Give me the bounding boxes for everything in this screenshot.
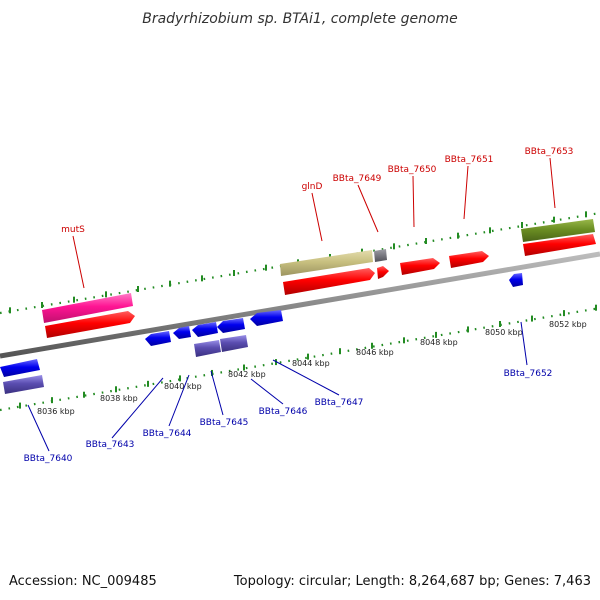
feature-mutS bbox=[42, 293, 133, 323]
label-BBta-7652: BBta_7652 bbox=[504, 369, 553, 379]
leader-line bbox=[272, 359, 340, 396]
label-BBta-7653: BBta_7653 bbox=[525, 147, 574, 157]
label-BBta-7649: BBta_7649 bbox=[333, 174, 382, 184]
gene-glnD bbox=[283, 268, 375, 295]
kbp-scale: 8036 kbp 8038 kbp 8040 kbp 8042 kbp 8044… bbox=[37, 320, 587, 416]
kbp-label: 8040 kbp bbox=[164, 382, 202, 391]
kbp-label: 8044 kbp bbox=[292, 359, 330, 368]
leader-line bbox=[311, 192, 323, 242]
feature-BBta-7646 bbox=[220, 335, 248, 352]
feature-glnD bbox=[280, 250, 373, 276]
kbp-label: 8048 kbp bbox=[420, 338, 458, 347]
leader-line bbox=[111, 377, 164, 439]
leader-line bbox=[168, 374, 190, 427]
topology-text: Topology: circular; Length: 8,264,687 bp… bbox=[233, 574, 591, 589]
gene-BBta-7652 bbox=[509, 273, 523, 287]
gene-BBta-7645 bbox=[192, 322, 218, 337]
genome-backbone bbox=[0, 251, 600, 359]
label-glnD: glnD bbox=[302, 182, 323, 192]
label-BBta-7646: BBta_7646 bbox=[259, 407, 308, 417]
gene-BBta-7650 bbox=[400, 258, 440, 275]
reverse-labels: BBta_7640 BBta_7643 BBta_7644 BBta_7645 … bbox=[24, 321, 553, 464]
feature-BBta-7653 bbox=[521, 219, 595, 242]
kbp-label: 8050 kbp bbox=[485, 328, 523, 337]
gene-BBta-7646 bbox=[217, 318, 245, 333]
gene-BBta-7643 bbox=[145, 331, 171, 346]
label-BBta-7640: BBta_7640 bbox=[24, 454, 73, 464]
gene-BBta-7644 bbox=[173, 326, 191, 339]
label-BBta-7651: BBta_7651 bbox=[445, 155, 494, 165]
forward-labels: mutS glnD BBta_7649 BBta_7650 BBta_7651 … bbox=[61, 147, 574, 289]
map-title: Bradyrhizobium sp. BTAi1, complete genom… bbox=[142, 11, 458, 27]
gene-BBta-7649 bbox=[377, 266, 389, 279]
leader-line bbox=[27, 404, 50, 452]
leader-line bbox=[520, 321, 528, 366]
reverse-gene-track bbox=[0, 273, 523, 377]
kbp-label: 8046 kbp bbox=[356, 348, 394, 357]
gene-BBta-7653 bbox=[523, 234, 596, 256]
kbp-label: 8042 kbp bbox=[228, 370, 266, 379]
major-ticks bbox=[9, 211, 597, 409]
gene-mutS bbox=[45, 311, 135, 338]
gene-BBta-7640 bbox=[0, 359, 40, 377]
gene-BBta-7647 bbox=[250, 310, 283, 326]
gene-BBta-7651 bbox=[449, 251, 489, 268]
label-mutS: mutS bbox=[61, 225, 85, 235]
reverse-feature-track bbox=[3, 335, 248, 394]
forward-feature-track bbox=[42, 219, 595, 323]
accession-text: Accession: NC_009485 bbox=[9, 574, 157, 589]
leader-line bbox=[463, 165, 469, 220]
leader-line bbox=[72, 235, 85, 289]
label-BBta-7643: BBta_7643 bbox=[86, 440, 135, 450]
forward-gene-track bbox=[45, 234, 596, 338]
leader-line bbox=[250, 378, 284, 405]
leader-line bbox=[357, 184, 379, 233]
feature-BBta-7649 bbox=[374, 249, 387, 262]
kbp-label: 8036 kbp bbox=[37, 407, 75, 416]
kbp-label: 8052 kbp bbox=[549, 320, 587, 329]
leader-line bbox=[549, 157, 556, 209]
label-BBta-7650: BBta_7650 bbox=[388, 165, 437, 175]
leader-line bbox=[210, 370, 224, 416]
leader-line bbox=[412, 175, 415, 228]
feature-BBta-7640 bbox=[3, 375, 44, 394]
label-BBta-7644: BBta_7644 bbox=[143, 429, 192, 439]
kbp-label: 8038 kbp bbox=[100, 394, 138, 403]
label-BBta-7645: BBta_7645 bbox=[200, 418, 249, 428]
label-BBta-7647: BBta_7647 bbox=[315, 398, 364, 408]
feature-BBta-7645 bbox=[194, 340, 221, 357]
